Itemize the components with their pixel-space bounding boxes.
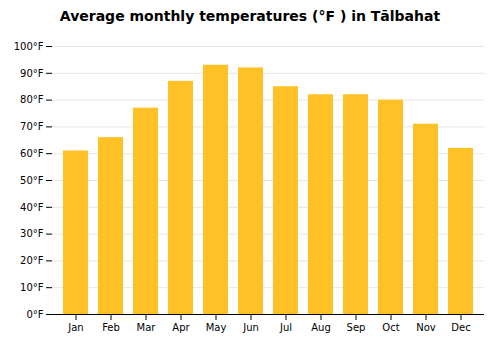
svg-text:Jul: Jul xyxy=(279,322,292,333)
svg-text:80°F: 80°F xyxy=(20,94,44,105)
svg-text:Nov: Nov xyxy=(416,322,436,333)
svg-text:Dec: Dec xyxy=(451,322,470,333)
svg-text:50°F: 50°F xyxy=(20,175,44,186)
svg-text:100°F: 100°F xyxy=(14,41,44,52)
svg-text:Sep: Sep xyxy=(347,322,366,333)
html-text:Average monthly temperatures (: Average monthly temperatures (°F ) in Tā… xyxy=(59,8,441,24)
svg-text:20°F: 20°F xyxy=(20,255,44,266)
svg-text:Oct: Oct xyxy=(382,322,399,333)
svg-text:30°F: 30°F xyxy=(20,228,44,239)
svg-text:40°F: 40°F xyxy=(20,202,44,213)
svg-text:90°F: 90°F xyxy=(20,68,44,79)
svg-text:Feb: Feb xyxy=(102,322,120,333)
svg-text:Jun: Jun xyxy=(242,322,259,333)
svg-text:10°F: 10°F xyxy=(20,282,44,293)
svg-text:Mar: Mar xyxy=(137,322,157,333)
svg-text:60°F: 60°F xyxy=(20,148,44,159)
svg-text:May: May xyxy=(206,322,227,333)
svg-text:Apr: Apr xyxy=(172,322,190,333)
svg-text:0°F: 0°F xyxy=(26,309,43,320)
svg-text:Jan: Jan xyxy=(67,322,83,333)
svg-text:Aug: Aug xyxy=(311,322,331,333)
svg-text:70°F: 70°F xyxy=(20,121,44,132)
